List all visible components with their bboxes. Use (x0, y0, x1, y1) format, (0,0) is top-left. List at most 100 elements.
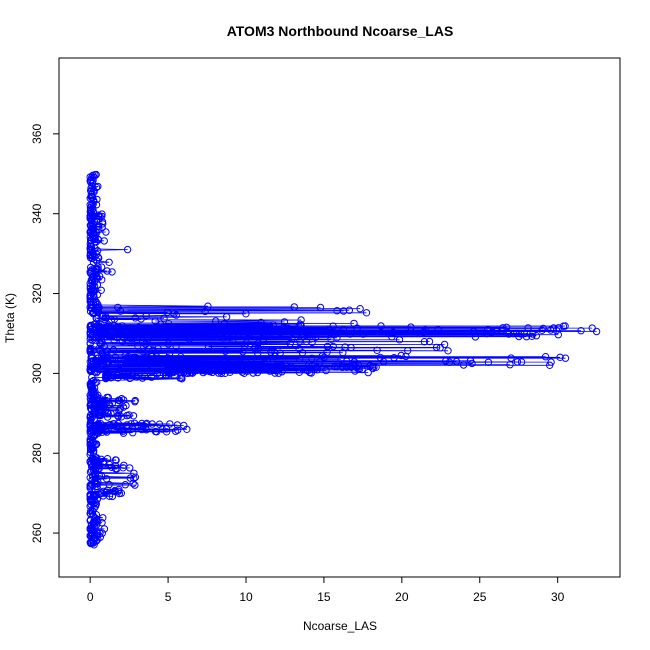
data-point (154, 345, 162, 353)
data-point (94, 404, 102, 412)
data-point (86, 525, 95, 533)
data-point (165, 364, 173, 372)
data-point (416, 329, 425, 337)
data-point (99, 220, 107, 228)
data-point (239, 331, 248, 339)
data-point (122, 401, 130, 410)
data-point (372, 363, 380, 371)
data-point (177, 353, 185, 361)
y-tick-label: 340 (30, 203, 44, 223)
data-point (103, 351, 111, 360)
data-point (162, 371, 170, 380)
data-point (539, 324, 547, 333)
data-point (222, 332, 231, 341)
data-point (120, 334, 128, 342)
data-point (119, 427, 127, 435)
data-point (88, 276, 96, 284)
data-point (149, 330, 158, 338)
data-point (343, 357, 351, 365)
data-point (132, 354, 140, 362)
data-point (276, 349, 284, 357)
data-point (94, 406, 102, 414)
data-point (95, 423, 103, 431)
data-point (275, 365, 283, 374)
data-point (373, 346, 381, 354)
data-point (445, 358, 454, 366)
data-point (137, 327, 145, 335)
data-point (238, 368, 247, 376)
data-point (189, 365, 198, 373)
data-point (102, 488, 110, 496)
data-point (94, 265, 102, 273)
data-point (165, 349, 174, 358)
data-point (130, 474, 138, 482)
data-point (147, 352, 155, 360)
data-point (97, 286, 105, 294)
data-point (93, 457, 101, 465)
data-point (87, 263, 95, 272)
data-point (347, 363, 355, 371)
data-point (89, 193, 97, 202)
data-point (89, 176, 97, 185)
data-point (395, 336, 404, 344)
data-point (242, 339, 251, 347)
data-point (86, 429, 95, 437)
data-point (254, 339, 263, 347)
data-point (280, 318, 289, 326)
data-point (471, 333, 480, 341)
data-point (343, 363, 351, 371)
data-point (103, 267, 111, 275)
data-point (502, 323, 511, 331)
data-point (313, 363, 322, 372)
data-point (166, 420, 174, 428)
data-point (362, 309, 371, 317)
data-point (105, 258, 113, 266)
data-point (318, 352, 327, 360)
data-point (116, 307, 125, 315)
data-point (157, 320, 165, 328)
data-point (338, 363, 346, 371)
data-point (103, 393, 111, 402)
data-point (95, 303, 103, 312)
data-point (346, 330, 354, 338)
data-point (89, 229, 97, 238)
data-point (99, 400, 107, 408)
data-point (116, 361, 124, 369)
data-point (147, 373, 156, 381)
data-point (97, 320, 105, 329)
data-point (250, 362, 259, 371)
data-point (119, 324, 127, 333)
data-point (165, 320, 173, 328)
data-point (256, 363, 264, 371)
data-point (188, 369, 196, 377)
data-point (229, 332, 238, 341)
data-point (538, 326, 546, 334)
data-point (94, 236, 103, 244)
data-point (333, 362, 341, 371)
data-point (212, 317, 220, 325)
data-point (145, 345, 153, 353)
series-points (86, 170, 601, 549)
data-point (86, 227, 95, 236)
data-point (99, 514, 107, 522)
data-point (185, 335, 194, 343)
data-point (151, 317, 159, 325)
data-point (91, 459, 99, 468)
data-point (130, 469, 138, 477)
data-point (234, 323, 243, 331)
data-point (554, 331, 562, 339)
data-point (279, 323, 288, 332)
data-point (389, 328, 397, 336)
data-point (432, 343, 441, 352)
data-point (304, 329, 313, 338)
data-point (377, 322, 385, 330)
data-point (86, 214, 94, 223)
data-point (94, 182, 102, 191)
data-point (95, 272, 104, 280)
data-point (138, 425, 146, 434)
data-point (94, 303, 103, 311)
data-point (129, 429, 137, 437)
data-point (123, 245, 132, 254)
data-point (529, 330, 537, 338)
data-point (484, 326, 492, 334)
